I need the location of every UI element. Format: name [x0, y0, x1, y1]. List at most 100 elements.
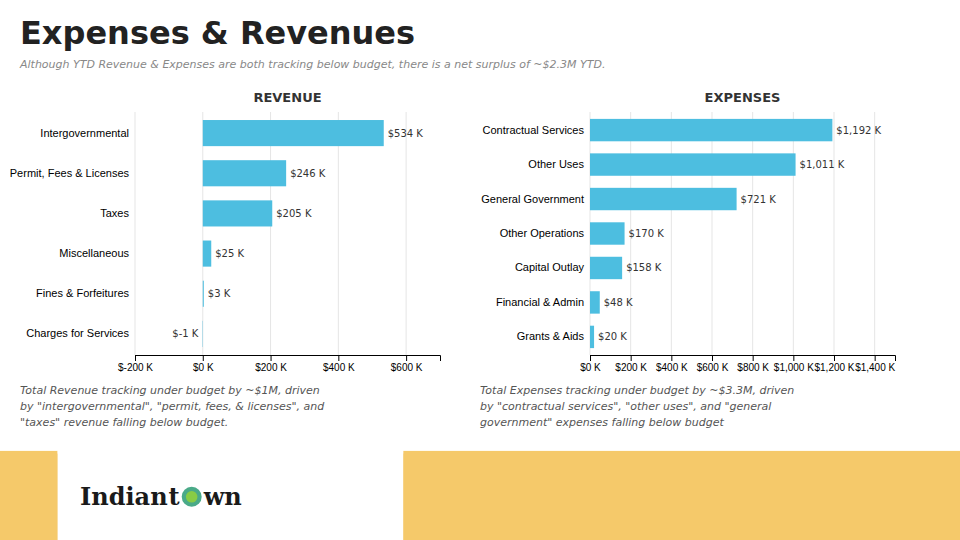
tick-label: Contractual Services [483, 124, 585, 136]
tick: General Government [481, 193, 590, 205]
tick-mark [406, 355, 407, 361]
y-axis: IntergovernmentalPermit, Fees & Licenses… [10, 127, 135, 340]
tick-label: $600 K [391, 362, 423, 373]
axis-line [591, 356, 896, 362]
subtitle: Although YTD Revenue & Expenses are both… [19, 58, 605, 71]
bar [590, 222, 625, 244]
tick: Grants & Aids [517, 330, 590, 342]
note-line: "taxes" revenue falling below budget. [20, 416, 228, 429]
grid [135, 112, 406, 355]
grid-line [834, 112, 835, 355]
tick-mark [753, 355, 754, 361]
y-axis: Contractual Services Other Uses General Go… [481, 124, 590, 343]
bar [590, 291, 600, 313]
tick: $1,200 K [814, 355, 854, 373]
grid-line [135, 112, 136, 355]
data-label: $48 K [604, 297, 633, 308]
bar [202, 321, 203, 347]
title: Expenses & Revenues [20, 14, 415, 52]
axis-line [136, 356, 441, 362]
tick-mark [793, 355, 794, 361]
data-label: $1,192 K [836, 125, 881, 136]
grid-line [202, 112, 203, 355]
note-line: by "contractual services", "other uses",… [480, 400, 771, 413]
bar [590, 119, 832, 141]
tick: $400 K [656, 355, 688, 373]
bar [203, 160, 286, 186]
data-label: $170 K [629, 228, 665, 239]
data-label: $-1 K [172, 328, 199, 339]
tick: Capital Outlay [515, 261, 590, 273]
tick-mark [834, 355, 835, 361]
tick-label: $-200 K [118, 362, 153, 373]
tick-label: $1,200 K [814, 362, 854, 373]
grid [590, 112, 875, 355]
tick-mark [671, 355, 672, 361]
logo-circle [182, 487, 202, 507]
tick-label: Grants & Aids [517, 330, 585, 342]
data-label: $20 K [598, 331, 627, 342]
tick: $200 K [255, 355, 287, 373]
grid-line [338, 112, 339, 355]
chart-root: Expenses & Revenues Although YTD Revenue … [0, 0, 960, 540]
logo-text: wn [203, 482, 242, 511]
data-label: $1,011 K [800, 159, 845, 170]
bar [590, 153, 796, 175]
tick-mark [590, 355, 591, 361]
grid-line [874, 112, 875, 355]
tick-label: Fines & Forfeitures [36, 287, 129, 299]
x-axis: $0 K $200 K $400 K $600 K $800 K $1,000 K$1,2… [580, 355, 895, 373]
tick-label: $600 K [697, 362, 729, 373]
data-label: $25 K [215, 248, 244, 259]
note: Total Expenses tracking under budget by … [480, 384, 794, 429]
logo-text: t [169, 482, 180, 511]
chart-title: EXPENSES [705, 90, 781, 105]
grid-line [752, 112, 753, 355]
tick-label: Other Uses [528, 158, 584, 170]
bar [203, 281, 204, 307]
note-line: government" expenses falling below budge… [480, 416, 724, 429]
tick: $0 K [193, 355, 214, 373]
tick: $800 K [737, 355, 769, 373]
bar [590, 188, 737, 210]
tick: $1,000 K [774, 355, 814, 373]
data-label: $205 K [276, 208, 312, 219]
grid-line [406, 112, 407, 355]
tick: Other Uses [528, 158, 590, 170]
tick-label: $200 K [255, 362, 287, 373]
tick-mark [203, 355, 204, 361]
tick: Contractual Services [483, 124, 591, 136]
bars [590, 119, 832, 348]
tick-mark [631, 355, 632, 361]
tick: $200 K [615, 355, 647, 373]
tick-label: Charges for Services [26, 327, 129, 339]
tick: Fines & Forfeitures [36, 287, 135, 299]
data-labels: $1,192 K$1,011 K$721 K$170 K$158 K$48 K$… [598, 125, 881, 343]
tick: $0 K [580, 355, 601, 373]
tick-label: Taxes [100, 207, 129, 219]
bar [590, 326, 594, 348]
bar-chart: $-200 K$0 K$200 K$400 K$600 KIntergovern… [10, 112, 441, 373]
chart-title: REVENUE [253, 90, 321, 105]
data-label: $158 K [626, 262, 662, 273]
tick: Taxes [100, 207, 135, 219]
footer-strip [0, 451, 58, 540]
footer: Indiantwn [0, 451, 960, 540]
x-axis: $-200 K$0 K$200 K$400 K$600 K [118, 355, 441, 373]
tick: $600 K [697, 355, 729, 373]
tick-label: $1,400 K [855, 362, 895, 373]
tick-label: $800 K [737, 362, 769, 373]
tick-label: Capital Outlay [515, 261, 585, 273]
tick-mark [135, 355, 136, 361]
bar [203, 241, 211, 267]
grid-line [793, 112, 794, 355]
tick-label: $1,000 K [774, 362, 814, 373]
bar [590, 257, 622, 279]
tick-mark [271, 355, 272, 361]
tick-mark [712, 355, 713, 361]
logo-area [58, 451, 404, 540]
tick-label: $200 K [615, 362, 647, 373]
tick-label: $0 K [580, 362, 601, 373]
tick-mark [875, 355, 876, 361]
bar [203, 200, 272, 226]
